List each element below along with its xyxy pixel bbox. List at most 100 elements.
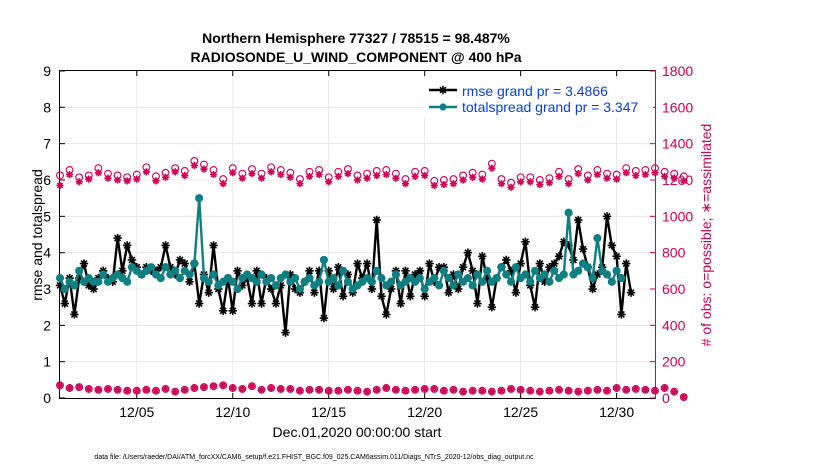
data-point: [593, 386, 602, 394]
data-point: [267, 168, 275, 176]
star-stroke: [195, 299, 203, 308]
star-stroke: [172, 168, 179, 175]
star-stroke: [574, 216, 582, 224]
star-stroke: [253, 267, 261, 275]
data-point: [161, 385, 170, 393]
data-point: [540, 270, 549, 279]
data-point: [152, 387, 160, 395]
series-5: [56, 381, 688, 401]
star-stroke: [589, 285, 597, 293]
star-stroke: [239, 175, 246, 182]
star-stroke: [220, 180, 227, 187]
star-stroke: [613, 252, 621, 260]
data-point: [612, 252, 621, 261]
star-stroke: [555, 386, 563, 393]
star-stroke: [363, 388, 371, 395]
star-stroke: [354, 387, 361, 394]
data-point: [334, 281, 343, 290]
star-stroke: [181, 386, 188, 393]
data-point: [60, 299, 69, 308]
data-point: [670, 174, 678, 182]
data-point: [142, 168, 150, 176]
star-stroke: [310, 289, 318, 297]
right-axis-ticks: 0 200 400 600 800 1000 1200 1400 1600 1800: [650, 63, 693, 406]
star-stroke: [411, 173, 419, 180]
data-point: [415, 274, 424, 283]
data-point: [564, 208, 573, 217]
data-point: [602, 212, 612, 221]
data-point: [190, 161, 198, 170]
data-point: [473, 270, 482, 279]
data-point: [492, 274, 501, 283]
star-stroke: [162, 174, 169, 181]
star-stroke: [335, 387, 342, 394]
star-stroke: [521, 238, 529, 246]
star-stroke: [421, 292, 429, 300]
right-tick-label: 400: [662, 317, 686, 333]
data-point: [133, 387, 141, 395]
left-tick-label: 7: [43, 136, 51, 152]
x-axis-label: Dec.01,2020 00:00:00 start: [273, 424, 442, 440]
data-point: [305, 386, 314, 394]
data-point: [411, 386, 419, 394]
plot-area: [59, 70, 656, 399]
data-point: [584, 387, 592, 395]
star-stroke: [632, 385, 639, 393]
data-point: [373, 171, 381, 180]
data-point: [536, 180, 544, 189]
data-point: [565, 387, 573, 395]
data-point: [65, 384, 74, 392]
data-point: [574, 388, 582, 396]
star-stroke: [296, 387, 304, 394]
star-stroke: [479, 175, 486, 183]
star-stroke: [627, 289, 635, 297]
data-point: [70, 281, 79, 290]
data-point: [319, 255, 329, 265]
data-point: [161, 263, 170, 272]
data-point: [204, 288, 213, 297]
data-point: [613, 175, 621, 183]
data-point: [325, 387, 333, 395]
data-point: [185, 270, 194, 279]
star-stroke: [488, 165, 495, 172]
data-point: [421, 385, 429, 393]
data-point: [641, 170, 650, 179]
data-point: [478, 252, 487, 261]
data-point: [94, 386, 102, 394]
data-point: [257, 174, 266, 182]
data-point: [181, 386, 189, 394]
star-stroke: [104, 175, 112, 182]
star-stroke: [536, 260, 544, 268]
data-point: [583, 263, 592, 272]
data-point: [367, 277, 376, 286]
star-stroke: [128, 256, 136, 264]
data-point: [200, 383, 208, 391]
star-stroke: [680, 177, 687, 185]
star-stroke: [613, 175, 620, 183]
star-stroke: [425, 260, 434, 268]
data-point: [252, 266, 261, 276]
data-point: [209, 241, 218, 250]
data-point: [195, 194, 204, 203]
star-stroke: [623, 386, 630, 393]
x-tick-label: 12/15: [311, 404, 346, 420]
data-point: [588, 274, 597, 283]
data-point: [593, 170, 602, 179]
star-stroke: [603, 175, 611, 182]
star-stroke: [377, 292, 386, 300]
chart-title: Northern Hemisphere 77327 / 78515 = 98.4…: [202, 30, 510, 46]
star-stroke: [397, 299, 405, 308]
data-point: [362, 259, 372, 268]
star-stroke: [373, 386, 380, 393]
data-point: [497, 263, 506, 272]
data-point: [421, 171, 429, 180]
star-stroke: [248, 299, 256, 308]
star-stroke: [56, 182, 64, 189]
data-point: [545, 179, 554, 187]
data-point: [382, 310, 391, 319]
data-point: [574, 266, 583, 275]
star-stroke: [248, 383, 256, 390]
y-axis-label-right: # of obs: o=possible; ∗=assimilated: [698, 124, 714, 347]
right-tick-label: 1400: [662, 136, 693, 152]
data-point: [555, 386, 563, 394]
